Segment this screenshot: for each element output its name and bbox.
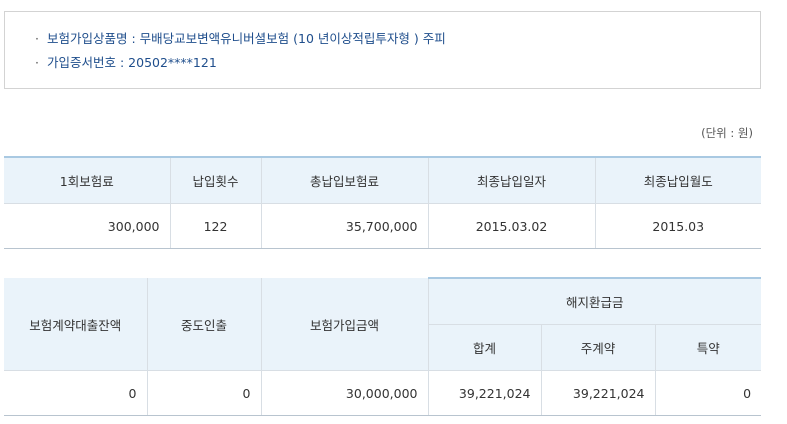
header-mid-withdrawal: 중도인출 bbox=[147, 278, 262, 371]
header-last-payment-date: 최종납입일자 bbox=[428, 157, 596, 204]
header-payment-count: 납입횟수 bbox=[170, 157, 262, 204]
certificate-number-value: 20502****121 bbox=[128, 55, 217, 70]
unit-label: (단위 : 원) bbox=[701, 126, 753, 140]
header-main-contract: 주계약 bbox=[541, 324, 656, 371]
header-last-payment-month: 최종납입월도 bbox=[595, 157, 761, 204]
payment-count-value: 122 bbox=[170, 203, 262, 249]
header-rider: 특약 bbox=[655, 324, 762, 371]
table-subheader-row: 합계 주계약 특약 bbox=[4, 324, 762, 371]
bullet: · bbox=[35, 55, 39, 70]
header-insured-amount: 보험가입금액 bbox=[261, 278, 429, 371]
surrender-value-table: 보험계약대출잔액 중도인출 보험가입금액 해지환급금 합계 주계약 특약 0 0… bbox=[4, 277, 762, 416]
premium-per-payment-value: 300,000 bbox=[4, 203, 171, 249]
loan-balance-value: 0 bbox=[4, 370, 148, 416]
table-header-row: 보험계약대출잔액 중도인출 보험가입금액 해지환급금 bbox=[4, 277, 762, 371]
header-total-premium: 총납입보험료 bbox=[261, 157, 429, 204]
header-loan-balance: 보험계약대출잔액 bbox=[4, 278, 148, 371]
certificate-number-label: 가입증서번호 : bbox=[47, 55, 129, 70]
product-name-value: 무배당교보변액유니버셜보험 (10 년이상적립투자형 ) 주피 bbox=[139, 31, 446, 46]
last-payment-month-value: 2015.03 bbox=[595, 203, 761, 249]
table-row: 300,000 122 35,700,000 2015.03.02 2015.0… bbox=[4, 203, 761, 249]
header-premium-per-payment: 1회보험료 bbox=[4, 157, 171, 204]
payment-summary-table: 1회보험료 납입횟수 총납입보험료 최종납입일자 최종납입월도 300,000 … bbox=[4, 156, 761, 249]
surrender-total-value: 39,221,024 bbox=[428, 370, 542, 416]
table-header-row: 1회보험료 납입횟수 총납입보험료 최종납입일자 최종납입월도 bbox=[4, 157, 761, 204]
header-total: 합계 bbox=[428, 324, 542, 371]
insurance-info-box: · 보험가입상품명 : 무배당교보변액유니버셜보험 (10 년이상적립투자형 ) … bbox=[4, 11, 761, 89]
certificate-number-line: · 가입증서번호 : 20502****121 bbox=[35, 54, 217, 72]
product-name-line: · 보험가입상품명 : 무배당교보변액유니버셜보험 (10 년이상적립투자형 ) … bbox=[35, 30, 446, 48]
bullet: · bbox=[35, 31, 39, 46]
product-name-label: 보험가입상품명 : bbox=[47, 31, 140, 46]
table-row: 0 0 30,000,000 39,221,024 39,221,024 0 bbox=[4, 370, 762, 416]
mid-withdrawal-value: 0 bbox=[147, 370, 262, 416]
total-premium-value: 35,700,000 bbox=[261, 203, 429, 249]
surrender-main-contract-value: 39,221,024 bbox=[541, 370, 656, 416]
insured-amount-value: 30,000,000 bbox=[261, 370, 429, 416]
header-surrender-refund: 해지환급금 bbox=[428, 277, 762, 325]
last-payment-date-value: 2015.03.02 bbox=[428, 203, 596, 249]
surrender-rider-value: 0 bbox=[655, 370, 762, 416]
